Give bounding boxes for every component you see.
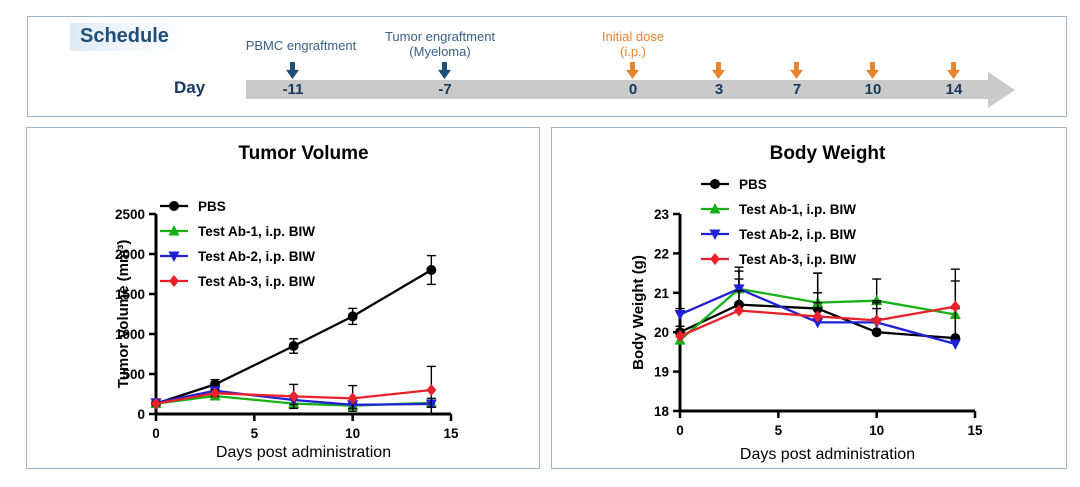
y-tick-label: 18 bbox=[654, 404, 670, 419]
legend-label: Test Ab-1, i.p. BIW bbox=[739, 202, 856, 217]
legend-label: PBS bbox=[739, 177, 767, 192]
x-tick-label: 10 bbox=[869, 423, 884, 438]
dose-arrow-icon bbox=[790, 62, 803, 79]
schedule-annotation: Initial dose (i.p.) bbox=[543, 29, 723, 59]
y-tick-label: 19 bbox=[654, 365, 669, 380]
schedule-annotation: Tumor engraftment (Myeloma) bbox=[350, 29, 530, 59]
legend-label: PBS bbox=[198, 199, 226, 214]
y-tick-label: 2000 bbox=[115, 247, 145, 262]
chart-title: Body Weight bbox=[770, 143, 886, 164]
legend-label: Test Ab-1, i.p. BIW bbox=[198, 224, 315, 239]
legend-label: Test Ab-2, i.p. BIW bbox=[198, 249, 315, 264]
schedule-annotation-line: (Myeloma) bbox=[409, 44, 471, 59]
y-axis-label: Body Weight (g) bbox=[630, 255, 647, 370]
legend bbox=[160, 201, 188, 287]
x-tick-label: 0 bbox=[676, 423, 684, 438]
engraftment-arrow-icon bbox=[286, 62, 299, 79]
y-tick-label: 2500 bbox=[115, 207, 145, 222]
schedule-annotation-line: Tumor engraftment bbox=[384, 29, 496, 44]
timeline-day-number: 14 bbox=[945, 81, 963, 98]
tumor-volume-panel: Tumor Volume 0 500 1000 1500 2000 2500 0 5 10 15 Da… bbox=[26, 127, 540, 469]
timeline-day-number: -7 bbox=[438, 81, 452, 98]
series-Test Ab-3, i.p. BIW bbox=[151, 365, 437, 415]
schedule-annotation-line: Initial dose bbox=[601, 29, 665, 44]
dose-arrow-icon bbox=[866, 62, 879, 79]
legend-label: Test Ab-3, i.p. BIW bbox=[739, 252, 856, 267]
timeline-day-number: 0 bbox=[628, 81, 638, 98]
timeline-day-number: 3 bbox=[714, 81, 724, 98]
dose-arrow-icon bbox=[712, 62, 725, 79]
schedule-annotation: PBMC engraftment bbox=[211, 38, 391, 53]
body-weight-chart: Body Weight 18 19 20 21 22 23 0 5 10 15 Days post a… bbox=[630, 143, 983, 463]
timeline-day-number: -11 bbox=[282, 81, 304, 98]
series-Test Ab-3, i.p. BIW bbox=[675, 280, 961, 343]
y-tick-label: 0 bbox=[137, 407, 145, 422]
timeline-arrowhead-icon bbox=[988, 72, 1015, 108]
timeline-bar bbox=[246, 80, 988, 99]
schedule-annotation-line: PBMC engraftment bbox=[245, 38, 357, 53]
axes bbox=[149, 212, 453, 421]
y-axis-label: Tumor Volume (mm³) bbox=[115, 240, 132, 389]
y-tick-label: 500 bbox=[122, 367, 145, 382]
y-tick-label: 22 bbox=[654, 246, 669, 261]
schedule-panel: Schedule Day PBMC engraftment Tumor engra… bbox=[27, 16, 1067, 117]
legend bbox=[701, 179, 729, 265]
x-tick-label: 5 bbox=[251, 426, 259, 441]
tumor-volume-chart: Tumor Volume 0 500 1000 1500 2000 2500 0 5 10 15 Da… bbox=[115, 143, 459, 461]
dose-arrow-icon bbox=[626, 62, 639, 79]
legend-label: Test Ab-3, i.p. BIW bbox=[198, 274, 315, 289]
y-tick-label: 21 bbox=[654, 286, 670, 301]
dose-arrow-icon bbox=[947, 62, 960, 79]
timeline-day-number: 7 bbox=[792, 81, 802, 98]
y-tick-label: 1500 bbox=[115, 287, 145, 302]
x-tick-label: 15 bbox=[443, 426, 459, 441]
engraftment-arrow-icon bbox=[438, 62, 451, 79]
x-tick-label: 15 bbox=[967, 423, 983, 438]
x-tick-label: 10 bbox=[345, 426, 360, 441]
y-tick-label: 23 bbox=[654, 207, 670, 222]
x-tick-label: 5 bbox=[775, 423, 783, 438]
schedule-annotation-line: (i.p.) bbox=[620, 44, 646, 59]
x-axis-label: Days post administration bbox=[740, 446, 915, 463]
y-tick-label: 20 bbox=[654, 325, 669, 340]
timeline-day-number: 10 bbox=[864, 81, 882, 98]
x-axis-label: Days post administration bbox=[216, 444, 391, 461]
day-axis-label: Day bbox=[174, 78, 206, 97]
body-weight-panel: Body Weight 18 19 20 21 22 23 0 5 10 15 Days post a… bbox=[551, 127, 1067, 469]
legend-label: Test Ab-2, i.p. BIW bbox=[739, 227, 856, 242]
y-tick-label: 1000 bbox=[115, 327, 145, 342]
chart-title: Tumor Volume bbox=[238, 143, 368, 164]
schedule-title: Schedule bbox=[70, 23, 181, 51]
x-tick-label: 0 bbox=[152, 426, 160, 441]
